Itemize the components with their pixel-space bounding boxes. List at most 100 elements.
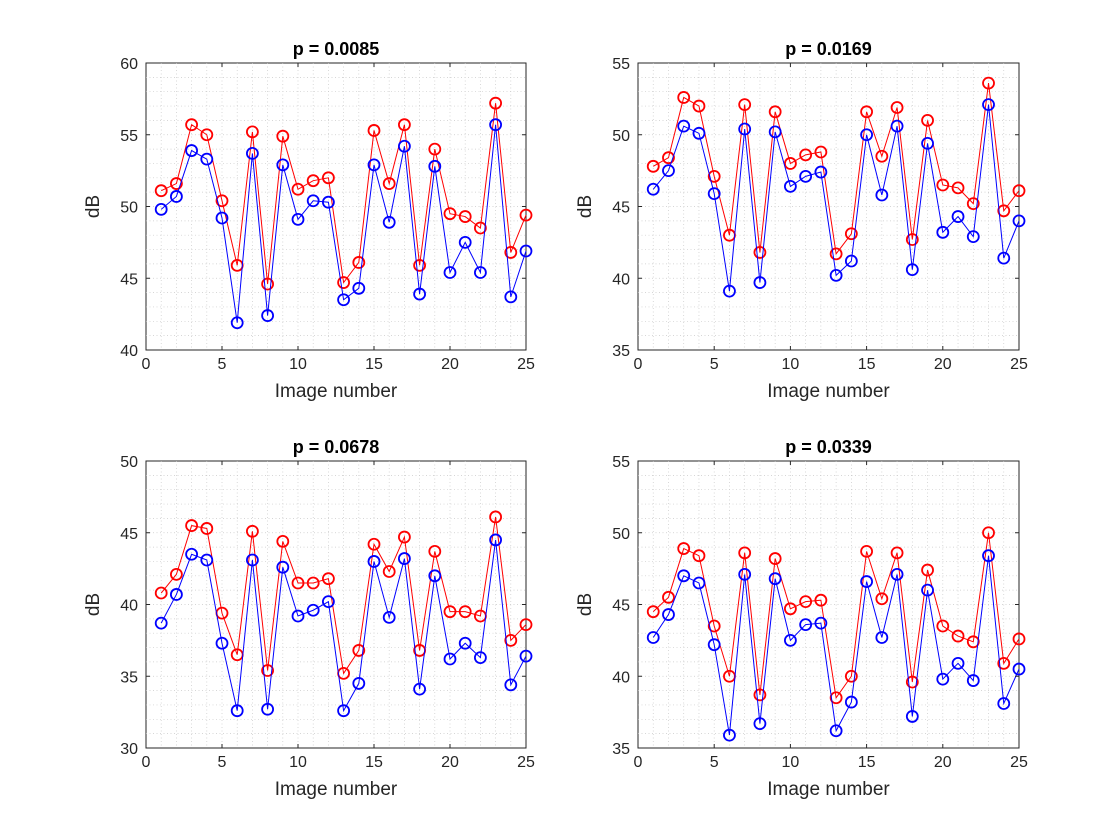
data-point-red bbox=[799, 595, 813, 609]
data-point-blue bbox=[169, 588, 183, 601]
data-point-red bbox=[245, 125, 259, 139]
grid bbox=[638, 63, 1019, 350]
data-point-blue bbox=[413, 682, 427, 696]
data-point-blue bbox=[261, 702, 275, 716]
data-point-red bbox=[473, 221, 487, 235]
data-point-red bbox=[443, 605, 457, 619]
data-point-red bbox=[200, 128, 214, 142]
data-point-red bbox=[875, 592, 889, 606]
data-point-blue bbox=[966, 230, 980, 244]
data-point-red bbox=[707, 169, 721, 183]
plot-area bbox=[637, 62, 1020, 351]
subplot-top-left: 0 5 10 15 20 25 40 45 50 55 60 p = 0.0085 Image nu… bbox=[83, 39, 535, 402]
series bbox=[154, 510, 533, 718]
data-point-red bbox=[921, 563, 934, 577]
data-point-blue bbox=[799, 618, 813, 631]
data-point-blue bbox=[154, 202, 168, 216]
subplot-bottom-right: 0 5 10 15 20 25 35 40 45 50 55 p = 0.0339 Image nu… bbox=[575, 437, 1028, 800]
data-point-blue bbox=[844, 254, 858, 268]
y-tick-label: 50 bbox=[612, 128, 630, 145]
data-point-red bbox=[646, 159, 660, 173]
data-point-red bbox=[768, 552, 782, 565]
data-point-blue bbox=[997, 251, 1011, 265]
data-point-blue bbox=[489, 118, 503, 132]
data-point-red bbox=[692, 99, 706, 113]
data-point-blue bbox=[707, 638, 721, 652]
x-tick-label: 25 bbox=[1010, 356, 1028, 373]
x-tick-label: 0 bbox=[634, 754, 643, 771]
data-point-red bbox=[154, 586, 168, 600]
y-tick-label: 50 bbox=[120, 454, 138, 471]
series-line-red bbox=[652, 532, 1020, 700]
data-point-blue bbox=[397, 552, 411, 565]
x-tick-label: 15 bbox=[858, 356, 876, 373]
data-point-red bbox=[905, 233, 919, 246]
data-point-red bbox=[261, 664, 275, 677]
series bbox=[154, 96, 533, 330]
data-point-red bbox=[337, 276, 351, 289]
data-point-red bbox=[185, 519, 199, 532]
data-point-blue bbox=[458, 636, 472, 650]
data-point-red bbox=[951, 629, 965, 643]
data-point-red bbox=[504, 633, 518, 647]
data-point-red bbox=[707, 619, 721, 633]
subplot-title: p = 0.0085 bbox=[293, 39, 380, 59]
data-point-blue bbox=[352, 281, 366, 295]
data-point-red bbox=[154, 184, 168, 198]
series-line-blue bbox=[160, 539, 527, 713]
data-point-red bbox=[367, 537, 381, 551]
data-point-blue bbox=[443, 652, 457, 666]
data-point-red bbox=[799, 148, 813, 162]
x-axis-label: Image number bbox=[275, 779, 398, 800]
data-point-red bbox=[321, 171, 335, 185]
data-point-blue bbox=[753, 717, 767, 730]
data-point-red bbox=[829, 247, 843, 261]
data-point-blue bbox=[768, 125, 782, 139]
subplot-title: p = 0.0678 bbox=[293, 437, 380, 457]
data-point-red bbox=[1012, 184, 1026, 198]
data-point-blue bbox=[489, 533, 503, 547]
y-tick-label: 40 bbox=[120, 343, 138, 360]
data-point-red bbox=[753, 688, 767, 702]
data-point-red bbox=[860, 545, 873, 558]
ticks: 0 5 10 15 20 25 35 40 45 50 55 bbox=[612, 454, 1028, 771]
data-point-red bbox=[519, 618, 533, 631]
data-point-blue bbox=[905, 263, 919, 277]
data-point-red bbox=[215, 194, 229, 208]
data-point-red bbox=[936, 178, 950, 192]
data-point-blue bbox=[321, 195, 335, 209]
x-tick-label: 5 bbox=[218, 754, 227, 771]
data-point-blue bbox=[936, 672, 950, 686]
data-point-blue bbox=[646, 182, 660, 196]
y-axis-label: dB bbox=[575, 593, 596, 616]
data-point-blue bbox=[306, 603, 320, 617]
y-tick-label: 55 bbox=[612, 454, 630, 471]
data-point-blue bbox=[982, 98, 995, 112]
data-point-red bbox=[519, 208, 533, 222]
data-point-red bbox=[784, 157, 797, 170]
data-point-blue bbox=[921, 583, 934, 597]
data-point-red bbox=[646, 605, 660, 619]
data-point-blue bbox=[276, 158, 290, 172]
x-tick-label: 0 bbox=[142, 754, 151, 771]
y-tick-label: 55 bbox=[612, 56, 630, 73]
data-point-red bbox=[489, 96, 503, 110]
data-point-blue bbox=[951, 656, 965, 670]
data-point-blue bbox=[352, 677, 366, 690]
data-point-blue bbox=[753, 276, 767, 289]
data-point-blue bbox=[875, 631, 889, 644]
y-tick-label: 45 bbox=[612, 598, 630, 615]
data-point-red bbox=[428, 142, 442, 156]
data-point-red bbox=[966, 197, 980, 211]
data-point-blue bbox=[458, 235, 472, 249]
data-point-blue bbox=[875, 188, 889, 202]
data-point-red bbox=[844, 227, 858, 241]
data-point-blue bbox=[169, 190, 183, 203]
data-point-blue bbox=[707, 187, 721, 200]
data-point-blue bbox=[1012, 214, 1026, 228]
data-point-blue bbox=[799, 169, 813, 183]
data-point-blue bbox=[306, 194, 320, 208]
x-tick-label: 20 bbox=[441, 754, 459, 771]
y-tick-label: 35 bbox=[612, 343, 630, 360]
data-point-blue bbox=[154, 616, 168, 630]
